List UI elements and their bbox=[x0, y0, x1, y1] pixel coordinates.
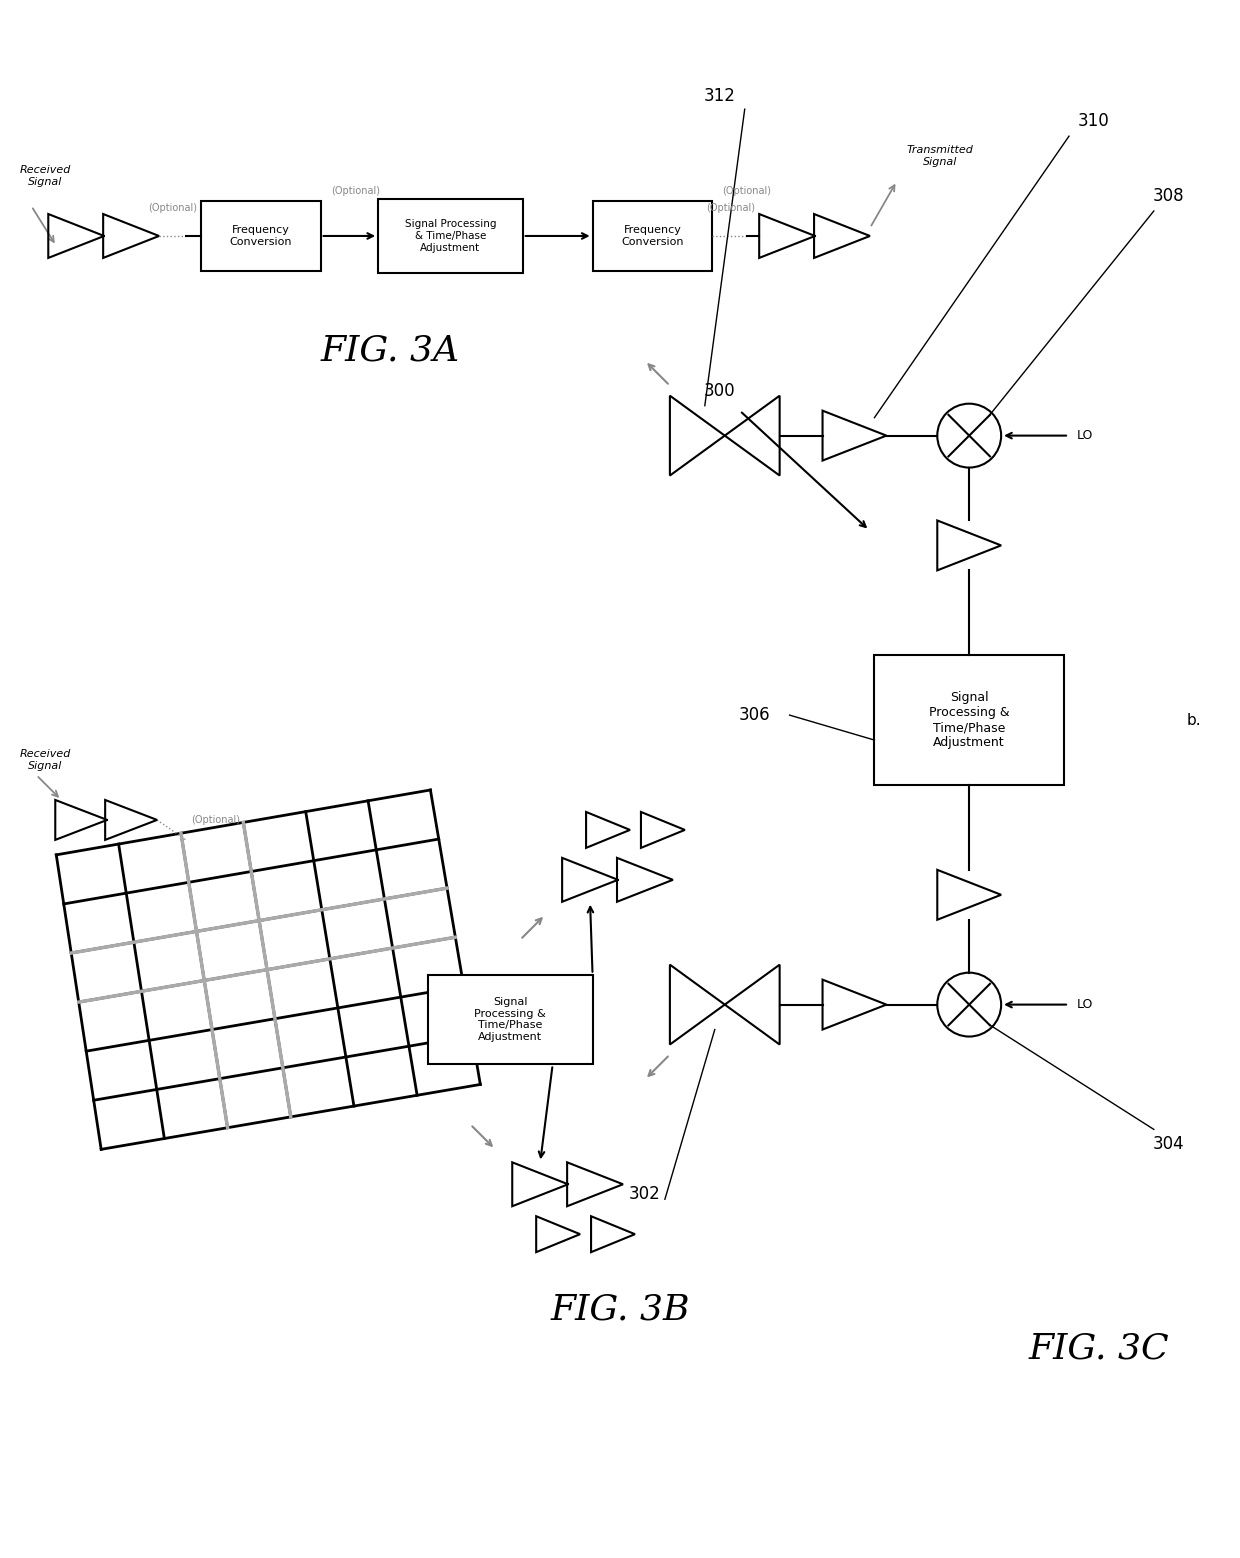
Text: Signal Processing
& Time/Phase
Adjustment: Signal Processing & Time/Phase Adjustmen… bbox=[404, 220, 496, 252]
Text: FIG. 3B: FIG. 3B bbox=[551, 1292, 689, 1326]
Text: (Optional): (Optional) bbox=[191, 815, 241, 824]
Text: FIG. 3C: FIG. 3C bbox=[1029, 1332, 1169, 1366]
Text: 308: 308 bbox=[1153, 187, 1184, 206]
Text: Transmitted
Signal: Transmitted Signal bbox=[906, 145, 973, 167]
Bar bbox=[428, 975, 593, 1064]
Bar bbox=[201, 201, 321, 271]
Text: Frequency
Conversion: Frequency Conversion bbox=[621, 226, 683, 246]
Text: b.: b. bbox=[1187, 712, 1202, 728]
Bar bbox=[593, 201, 712, 271]
Text: Frequency
Conversion: Frequency Conversion bbox=[229, 226, 293, 246]
Text: FIG. 3A: FIG. 3A bbox=[321, 333, 460, 368]
Text: 302: 302 bbox=[629, 1186, 661, 1203]
Text: 306: 306 bbox=[739, 706, 770, 724]
Text: Signal
Processing &
Time/Phase
Adjustment: Signal Processing & Time/Phase Adjustmen… bbox=[475, 997, 546, 1042]
Text: (Optional): (Optional) bbox=[722, 185, 771, 196]
Text: 304: 304 bbox=[1153, 1136, 1184, 1153]
Text: Received
Signal: Received Signal bbox=[20, 749, 71, 771]
Text: (Optional): (Optional) bbox=[331, 185, 379, 196]
Bar bbox=[378, 198, 523, 273]
Text: Received
Signal: Received Signal bbox=[20, 165, 71, 187]
Text: 300: 300 bbox=[704, 382, 735, 400]
Bar bbox=[874, 656, 1064, 785]
Text: (Optional): (Optional) bbox=[706, 203, 755, 213]
Text: 310: 310 bbox=[1078, 112, 1110, 131]
Text: LO: LO bbox=[1078, 428, 1094, 442]
Text: LO: LO bbox=[1078, 999, 1094, 1011]
Text: (Optional): (Optional) bbox=[149, 203, 197, 213]
Text: Signal
Processing &
Time/Phase
Adjustment: Signal Processing & Time/Phase Adjustmen… bbox=[929, 692, 1009, 749]
Text: 312: 312 bbox=[704, 87, 735, 106]
